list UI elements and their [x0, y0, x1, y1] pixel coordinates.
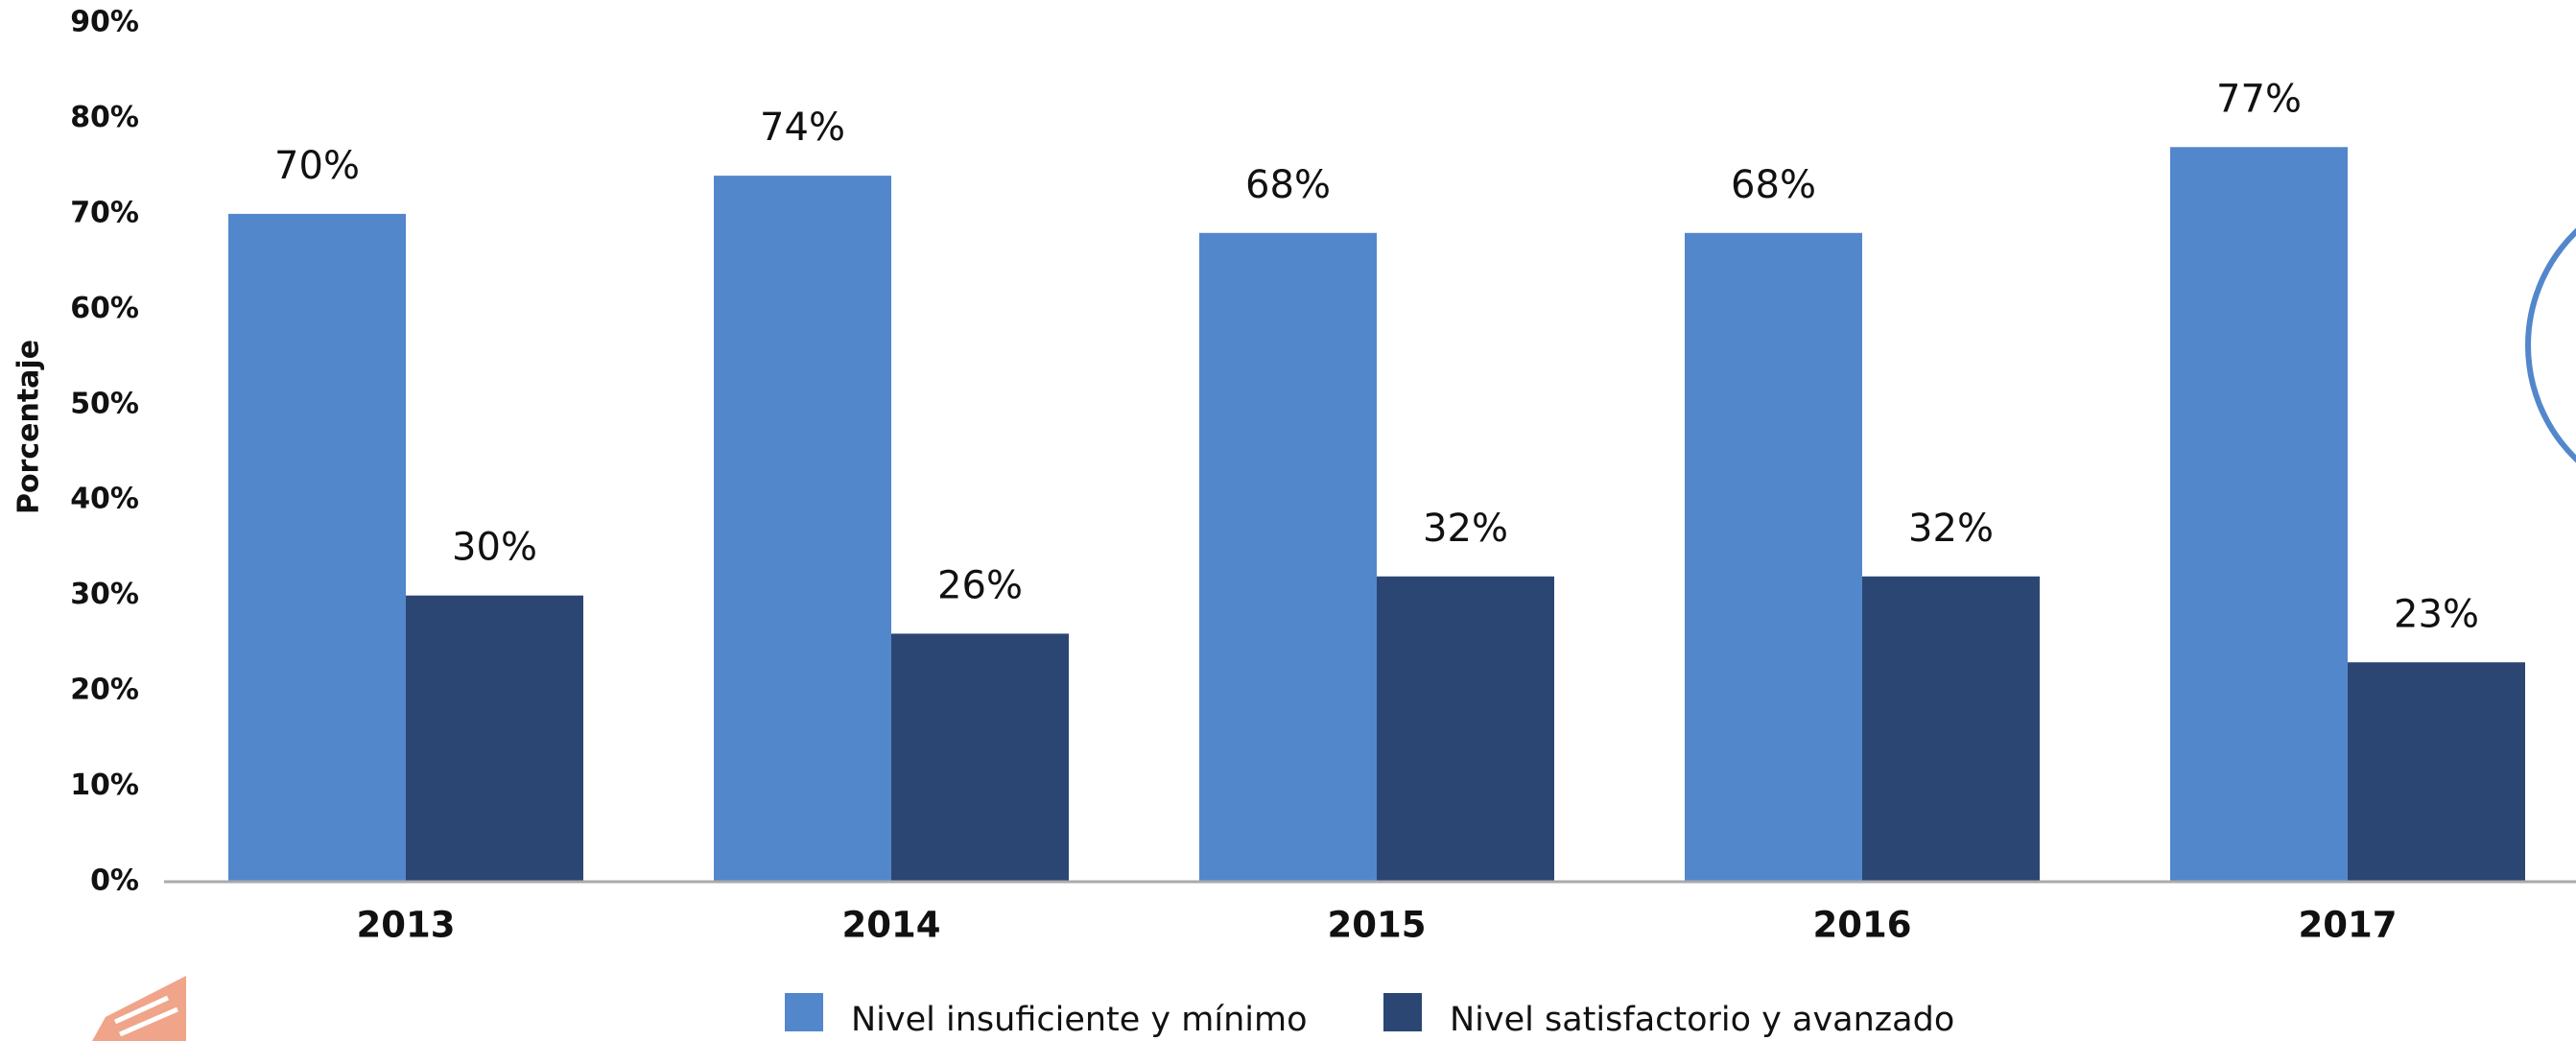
x-tick-label: 2013 — [357, 905, 456, 946]
y-tick-label: 0% — [90, 864, 139, 898]
y-tick-label: 80% — [70, 101, 139, 134]
y-tick-label: 60% — [70, 292, 139, 325]
decor-circle — [2525, 227, 2576, 463]
value-label: 30% — [452, 526, 537, 570]
legend-swatch — [785, 993, 823, 1031]
x-tick-label: 2016 — [1813, 905, 1912, 946]
y-tick-label: 90% — [70, 6, 139, 39]
value-label: 68% — [1731, 163, 1816, 207]
bar — [1862, 576, 2040, 882]
bar — [406, 595, 583, 882]
value-label: 32% — [1908, 507, 1994, 551]
value-label: 74% — [760, 106, 845, 150]
bar — [228, 213, 406, 882]
value-label: 26% — [937, 563, 1023, 607]
value-label: 32% — [1423, 507, 1508, 551]
bar — [1199, 232, 1377, 882]
y-tick-label: 50% — [70, 387, 139, 420]
legend-label: Nivel satisfactorio y avanzado — [1450, 1001, 1954, 1039]
decor-icon — [92, 976, 186, 1041]
bar — [891, 633, 1069, 882]
legend-swatch — [1383, 993, 1422, 1031]
y-axis-label: Porcentaje — [12, 340, 46, 514]
y-tick-label: 20% — [70, 674, 139, 707]
value-label: 77% — [2216, 77, 2302, 121]
bar — [2170, 147, 2348, 882]
x-tick-label: 2015 — [1328, 905, 1427, 946]
bar — [1685, 232, 1862, 882]
y-tick-label: 40% — [70, 483, 139, 516]
y-tick-label: 30% — [70, 578, 139, 611]
value-label: 68% — [1245, 163, 1331, 207]
y-tick-label: 10% — [70, 769, 139, 802]
legend-label: Nivel insuficiente y mínimo — [851, 1001, 1308, 1039]
bar — [2348, 662, 2525, 882]
bar — [1377, 576, 1554, 882]
value-label: 23% — [2394, 592, 2479, 636]
y-tick-label: 70% — [70, 196, 139, 229]
value-label: 70% — [274, 144, 360, 188]
x-tick-label: 2017 — [2299, 905, 2398, 946]
bar — [714, 176, 891, 883]
x-tick-label: 2014 — [842, 905, 941, 946]
